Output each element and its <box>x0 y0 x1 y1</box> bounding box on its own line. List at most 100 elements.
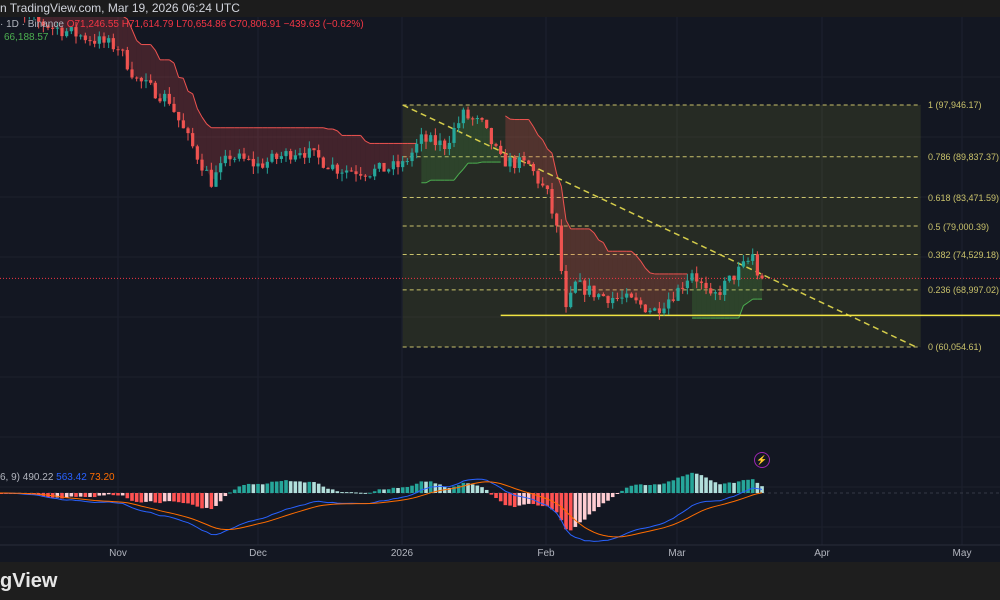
macd-histogram-bar <box>466 483 470 493</box>
candle-body <box>559 225 563 272</box>
macd-histogram-bar <box>610 493 615 498</box>
candle-body <box>205 169 209 171</box>
macd-histogram-bar <box>316 483 321 493</box>
supertrend-fill <box>52 17 58 28</box>
candle-body <box>531 163 535 172</box>
candle-body <box>116 49 120 51</box>
candle-body <box>37 17 41 22</box>
candle-body <box>65 31 69 37</box>
supertrend-fill <box>706 285 711 319</box>
candle-body <box>499 145 503 154</box>
supertrend-fill <box>603 242 609 300</box>
supertrend-fill <box>748 257 753 303</box>
candle-body <box>727 275 731 281</box>
macd-histogram-bar <box>298 481 302 493</box>
supertrend-fill <box>528 119 534 168</box>
supertrend-fill <box>402 143 408 165</box>
supertrend-line <box>743 302 749 307</box>
supertrend-fill <box>594 232 599 296</box>
candle-body <box>382 162 386 172</box>
candle-body <box>219 163 223 173</box>
macd-histogram-bar <box>368 492 372 494</box>
supertrend-line <box>505 115 511 120</box>
macd-histogram-bar <box>498 493 503 502</box>
candle-body <box>685 280 689 289</box>
price-chart[interactable] <box>0 17 1000 562</box>
macd-histogram-bar <box>638 484 643 493</box>
supertrend-fill <box>80 17 86 38</box>
supertrend-fill <box>337 130 343 174</box>
candle-body <box>359 174 363 176</box>
macd-histogram-bar <box>662 483 666 493</box>
candle-body <box>191 133 195 147</box>
candle-body <box>667 299 671 309</box>
macd-histogram-bar <box>755 482 760 493</box>
supertrend-fill <box>734 273 739 319</box>
candle-body <box>74 27 78 37</box>
macd-histogram-bar <box>657 484 662 493</box>
macd-histogram-bar <box>92 493 97 498</box>
candle-body <box>326 167 330 170</box>
macd-histogram-bar <box>167 493 172 502</box>
supertrend-fill <box>295 127 301 158</box>
candle-body <box>699 281 703 283</box>
supertrend-fill <box>99 17 104 41</box>
candle-body <box>387 169 391 172</box>
supertrend-fill <box>715 292 721 319</box>
macd-histogram-bar <box>106 493 111 495</box>
symbol-interval: · 1D · Binance <box>0 19 64 30</box>
candle-body <box>718 292 722 295</box>
candle-body <box>723 280 727 295</box>
macd-histogram-bar <box>736 481 741 493</box>
candle-body <box>704 282 708 289</box>
candle-body <box>587 285 591 295</box>
supertrend-fill <box>202 117 207 171</box>
candle-body <box>541 183 545 186</box>
supertrend-fill <box>458 116 464 175</box>
candle-body <box>517 157 521 169</box>
macd-histogram-bar <box>130 493 134 501</box>
supertrend-fill <box>365 141 371 177</box>
supertrend-line <box>126 18 133 30</box>
macd-histogram-bar <box>97 493 102 496</box>
supertrend-fill <box>230 127 235 160</box>
macd-histogram-bar <box>746 479 750 493</box>
alert-lightning-icon[interactable]: ⚡ <box>754 452 770 468</box>
candle-body <box>513 157 517 169</box>
macd-histogram-bar <box>708 480 713 493</box>
macd-histogram-bar <box>400 487 405 493</box>
candle-body <box>573 281 577 293</box>
supertrend-fill <box>150 44 156 91</box>
supertrend-line <box>453 173 460 181</box>
supertrend-fill <box>435 140 441 181</box>
candle-body <box>457 123 461 128</box>
trendline <box>402 104 917 348</box>
supertrend-fill <box>645 268 651 312</box>
candle-body <box>690 273 694 281</box>
candle-body <box>653 308 657 311</box>
candle-body <box>713 292 717 294</box>
supertrend-line <box>192 93 198 109</box>
candle-body <box>321 157 325 168</box>
candle-body <box>195 146 199 160</box>
macd-histogram-bar <box>704 477 708 493</box>
supertrend-fill <box>631 251 637 299</box>
supertrend-fill <box>360 135 366 177</box>
macd-histogram-bar <box>438 484 442 493</box>
candle-body <box>335 164 339 174</box>
macd-histogram-bar <box>666 481 671 493</box>
supertrend-fill <box>379 143 385 168</box>
supertrend-value: 66,188.57 <box>4 32 49 43</box>
macd-histogram-bar <box>88 493 92 497</box>
supertrend-fill <box>542 139 548 188</box>
macd-histogram-bar <box>456 485 461 493</box>
candle-body <box>550 189 554 214</box>
macd-histogram-bar <box>237 486 242 493</box>
supertrend-fill <box>225 127 231 160</box>
supertrend-line <box>602 242 609 252</box>
supertrend-line <box>645 267 651 274</box>
supertrend-line <box>631 250 637 256</box>
fib-label-0236: 0.236 (68,997.02) <box>928 285 1000 295</box>
supertrend-line <box>323 127 329 130</box>
macd-histogram-bar <box>330 489 335 493</box>
